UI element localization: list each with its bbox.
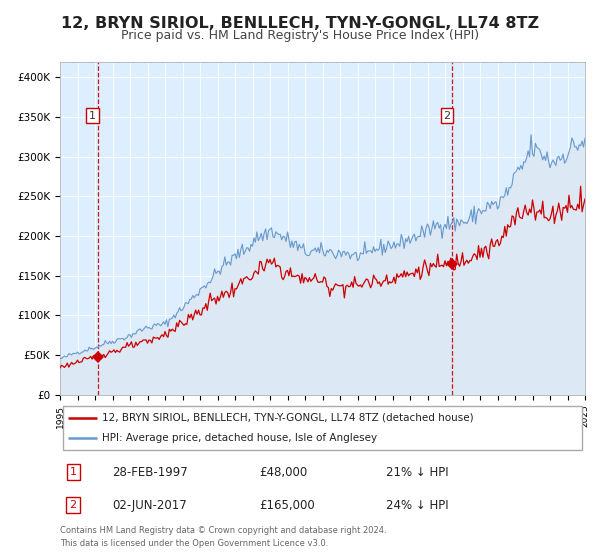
Text: HPI: Average price, detached house, Isle of Anglesey: HPI: Average price, detached house, Isle…: [102, 433, 377, 443]
Text: 28-FEB-1997: 28-FEB-1997: [113, 465, 188, 479]
Text: 1: 1: [70, 467, 77, 477]
Text: 24% ↓ HPI: 24% ↓ HPI: [386, 498, 448, 512]
Text: 02-JUN-2017: 02-JUN-2017: [113, 498, 187, 512]
Text: This data is licensed under the Open Government Licence v3.0.: This data is licensed under the Open Gov…: [60, 539, 328, 548]
Text: 21% ↓ HPI: 21% ↓ HPI: [386, 465, 448, 479]
Text: £165,000: £165,000: [260, 498, 315, 512]
Text: 12, BRYN SIRIOL, BENLLECH, TYN-Y-GONGL, LL74 8TZ: 12, BRYN SIRIOL, BENLLECH, TYN-Y-GONGL, …: [61, 16, 539, 31]
Text: 2: 2: [70, 500, 77, 510]
Text: 1: 1: [89, 110, 96, 120]
Text: 12, BRYN SIRIOL, BENLLECH, TYN-Y-GONGL, LL74 8TZ (detached house): 12, BRYN SIRIOL, BENLLECH, TYN-Y-GONGL, …: [102, 413, 473, 423]
Text: 2: 2: [443, 110, 451, 120]
FancyBboxPatch shape: [62, 406, 583, 450]
Text: Contains HM Land Registry data © Crown copyright and database right 2024.: Contains HM Land Registry data © Crown c…: [60, 526, 386, 535]
Text: Price paid vs. HM Land Registry's House Price Index (HPI): Price paid vs. HM Land Registry's House …: [121, 29, 479, 42]
Text: £48,000: £48,000: [260, 465, 308, 479]
